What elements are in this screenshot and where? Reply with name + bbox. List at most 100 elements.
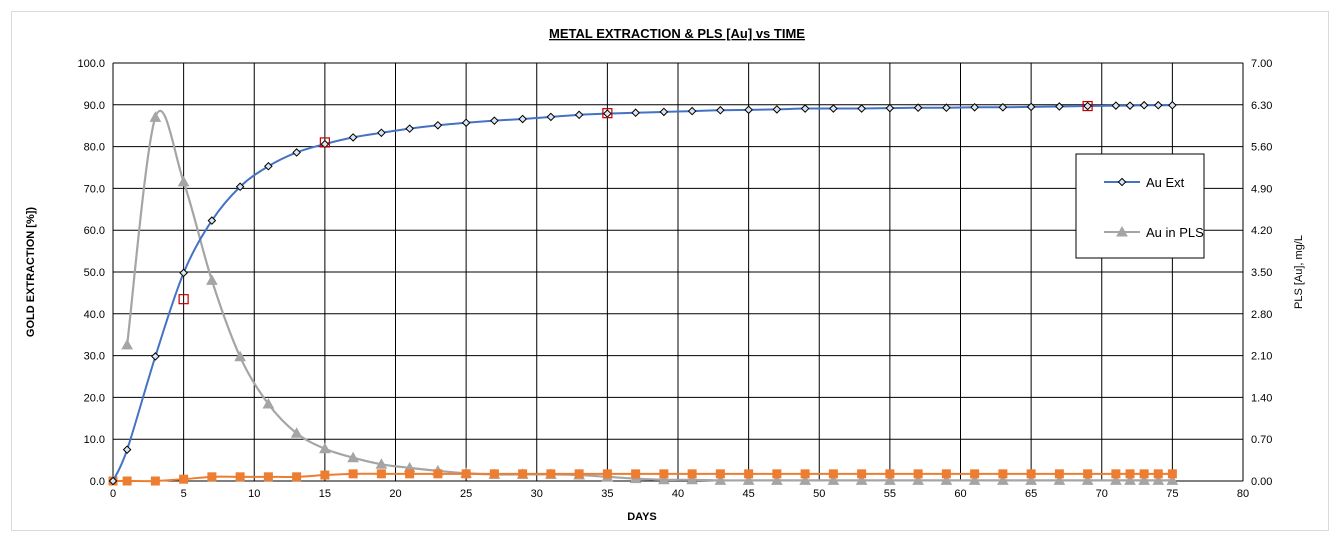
diamond-series-0-point (320, 139, 330, 149)
square-series-2-point (913, 469, 923, 479)
square-series-2-point (348, 469, 358, 479)
square-series-2-point (970, 469, 980, 479)
triangle-series-1-point (686, 473, 698, 485)
x-tick-label: 15 (319, 488, 331, 500)
square-series-2-point (574, 469, 584, 479)
diamond-series-0-line (112, 104, 1173, 482)
y2-tick-label: 4.20 (1251, 225, 1272, 237)
triangle-series-1-point (177, 175, 190, 187)
y2-tick-label: 4.90 (1251, 183, 1272, 195)
y-tick-label: 20.0 (84, 392, 105, 404)
square-series-2-point (518, 469, 528, 479)
diamond-series-0-point (772, 105, 782, 114)
legend: Au Ext Au in PLS (1075, 153, 1205, 259)
x-tick-label: 80 (1237, 488, 1249, 500)
diamond-series-0-point (490, 116, 499, 125)
diamond-series-0-point (348, 133, 358, 142)
triangle-series-1-point (1025, 474, 1037, 485)
y-tick-label: 70.0 (84, 183, 105, 195)
x-tick-label: 35 (601, 488, 613, 500)
square-series-2-point (857, 469, 867, 479)
y2-tick-label: 2.10 (1251, 351, 1272, 363)
x-tick-label: 45 (743, 488, 755, 500)
triangle-series-1-point (658, 473, 670, 485)
chart-frame: 0 5 10 15 20 25 30 35 40 45 50 55 60 65 70 75 80 0.0 10.0 2… (11, 11, 1329, 531)
diamond-series-0-point (1125, 101, 1135, 110)
legend-label: Au Ext (1146, 175, 1185, 190)
open-square-series-3-point (1082, 100, 1093, 112)
series-layer (108, 100, 1179, 486)
diamond-series-0-point (913, 103, 923, 113)
triangle-series-1-point (912, 474, 924, 485)
triangle-series-1-point (771, 474, 783, 485)
triangle-series-1-line (126, 109, 1173, 482)
square-series-2-point (772, 469, 782, 479)
diamond-series-0-point (264, 161, 273, 171)
x-tick-label: 10 (248, 488, 260, 500)
y-tick-label: 90.0 (84, 100, 105, 112)
triangle-series-1-point (319, 442, 331, 454)
square-series-2-point (150, 476, 160, 486)
square-series-2-point (320, 470, 330, 480)
y-tick-label: 0.0 (90, 476, 105, 488)
diamond-series-0-point (207, 216, 217, 225)
diamond-series-0-point (377, 128, 386, 138)
open-square-series-3-point (178, 294, 189, 305)
y-tick-label: 50.0 (84, 267, 105, 279)
x-tick-label: 5 (181, 488, 187, 500)
square-series-2-point (292, 472, 302, 482)
diamond-series-0-point (461, 118, 471, 128)
x-tick-label: 25 (460, 488, 472, 500)
triangle-series-1-point (1081, 474, 1094, 485)
diamond-series-0-point (1055, 102, 1064, 111)
x-tick-label: 55 (884, 488, 896, 500)
diamond-series-0-point (687, 106, 697, 116)
diamond-series-0-point (885, 103, 895, 113)
diamond-series-0-point (405, 124, 414, 133)
triangle-series-1-point (1124, 474, 1136, 485)
y-tick-label: 60.0 (84, 225, 105, 237)
triangle-series-1-point (799, 474, 811, 485)
square-series-2-point (1054, 469, 1064, 479)
square-series-2-point (122, 476, 132, 486)
triangle-series-1-point (1138, 474, 1150, 485)
triangle-series-1-point (827, 474, 840, 485)
y2-tick-label: 0.70 (1251, 434, 1272, 446)
square-series-2-point (1167, 469, 1177, 479)
triangle-series-1-point (1152, 474, 1165, 485)
diamond-series-0-point (151, 352, 160, 361)
square-series-2-point (885, 469, 895, 479)
y2-tick-label: 1.40 (1251, 392, 1272, 404)
diamond-series-0-point (631, 108, 640, 118)
diamond-series-0-point (518, 114, 527, 124)
triangle-series-1-point (234, 350, 246, 362)
square-series-2-point (998, 469, 1008, 479)
square-series-2-point (546, 469, 556, 479)
y-tick-label: 10.0 (84, 434, 105, 446)
square-series-2-point (715, 469, 725, 479)
square-series-2-point (433, 469, 443, 479)
diamond-series-0-point (292, 148, 301, 157)
square-series-2-point (405, 469, 415, 479)
legend-label: Au in PLS (1146, 225, 1204, 240)
diamond-series-0-point (942, 103, 951, 113)
triangle-series-1-point (149, 111, 162, 122)
chart-title: METAL EXTRACTION & PLS [Au] vs TIME (549, 26, 805, 41)
triangle-series-1-point (347, 451, 359, 463)
triangle-series-1-point (714, 474, 727, 485)
open-square-series-3-point (319, 137, 330, 148)
square-series-2-point (1125, 469, 1135, 479)
diamond-series-0-point (122, 445, 132, 454)
diamond-series-0-point (433, 120, 443, 130)
y2-tick-label: 7.00 (1251, 58, 1272, 70)
y-tick-label: 80.0 (84, 142, 105, 154)
square-series-2-point (1111, 469, 1121, 479)
diamond-series-0-point (1168, 100, 1177, 110)
x-tick-label: 0 (110, 488, 116, 500)
diamond-series-0-point (574, 110, 584, 120)
square-series-2-point (602, 469, 612, 479)
square-series-2-point (828, 469, 838, 479)
square-series-2-point (461, 469, 471, 479)
square-series-2-point (800, 469, 810, 479)
legend-swatch-marker (1116, 225, 1128, 237)
